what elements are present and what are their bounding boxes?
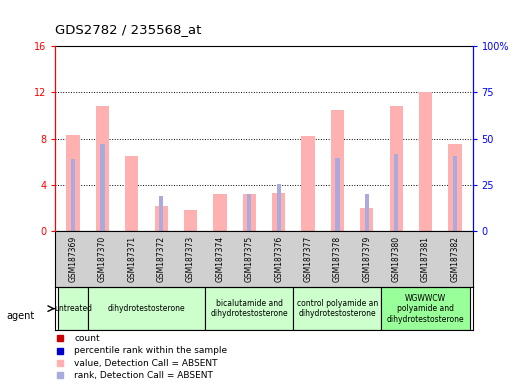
- Text: GSM187374: GSM187374: [215, 235, 224, 282]
- Bar: [294, 287, 382, 330]
- Text: rank, Detection Call = ABSENT: rank, Detection Call = ABSENT: [74, 371, 213, 380]
- Bar: [184, 210, 197, 231]
- Bar: [301, 136, 315, 231]
- Bar: [382, 287, 469, 330]
- Bar: [100, 144, 105, 231]
- Text: GSM187379: GSM187379: [362, 235, 371, 282]
- Text: control polyamide an
dihydrotestosterone: control polyamide an dihydrotestosterone: [297, 299, 378, 318]
- Bar: [360, 208, 373, 231]
- Bar: [365, 194, 369, 231]
- Text: count: count: [74, 334, 100, 343]
- Text: GSM187375: GSM187375: [245, 235, 254, 282]
- Bar: [155, 205, 168, 231]
- Bar: [205, 287, 294, 330]
- Bar: [71, 159, 75, 231]
- Bar: [125, 156, 138, 231]
- Bar: [67, 135, 80, 231]
- Bar: [272, 193, 285, 231]
- Bar: [96, 106, 109, 231]
- Bar: [394, 154, 398, 231]
- Bar: [243, 194, 256, 231]
- Text: GSM187371: GSM187371: [127, 235, 136, 281]
- Text: GSM187377: GSM187377: [304, 235, 313, 282]
- Text: GSM187380: GSM187380: [392, 235, 401, 281]
- Bar: [335, 158, 340, 231]
- Bar: [88, 287, 205, 330]
- Bar: [277, 184, 281, 231]
- Text: GSM187370: GSM187370: [98, 235, 107, 282]
- Text: percentile rank within the sample: percentile rank within the sample: [74, 346, 228, 355]
- Bar: [331, 110, 344, 231]
- Text: GSM187373: GSM187373: [186, 235, 195, 282]
- Text: dihydrotestosterone: dihydrotestosterone: [108, 304, 185, 313]
- Bar: [247, 194, 251, 231]
- Text: GSM187378: GSM187378: [333, 235, 342, 281]
- Bar: [453, 156, 457, 231]
- Text: GSM187369: GSM187369: [69, 235, 78, 282]
- Bar: [213, 194, 227, 231]
- Text: value, Detection Call = ABSENT: value, Detection Call = ABSENT: [74, 359, 218, 368]
- Text: untreated: untreated: [54, 304, 92, 313]
- Text: GDS2782 / 235568_at: GDS2782 / 235568_at: [55, 23, 202, 36]
- Text: WGWWCW
polyamide and
dihydrotestosterone: WGWWCW polyamide and dihydrotestosterone: [386, 294, 464, 324]
- Bar: [159, 196, 163, 231]
- Text: GSM187372: GSM187372: [157, 235, 166, 281]
- Text: GSM187376: GSM187376: [274, 235, 283, 282]
- Bar: [390, 106, 403, 231]
- Bar: [419, 92, 432, 231]
- Text: bicalutamide and
dihydrotestosterone: bicalutamide and dihydrotestosterone: [211, 299, 288, 318]
- Text: GSM187381: GSM187381: [421, 235, 430, 281]
- Text: GSM187382: GSM187382: [450, 235, 459, 281]
- Text: agent: agent: [6, 311, 35, 321]
- Bar: [59, 287, 88, 330]
- Bar: [448, 144, 461, 231]
